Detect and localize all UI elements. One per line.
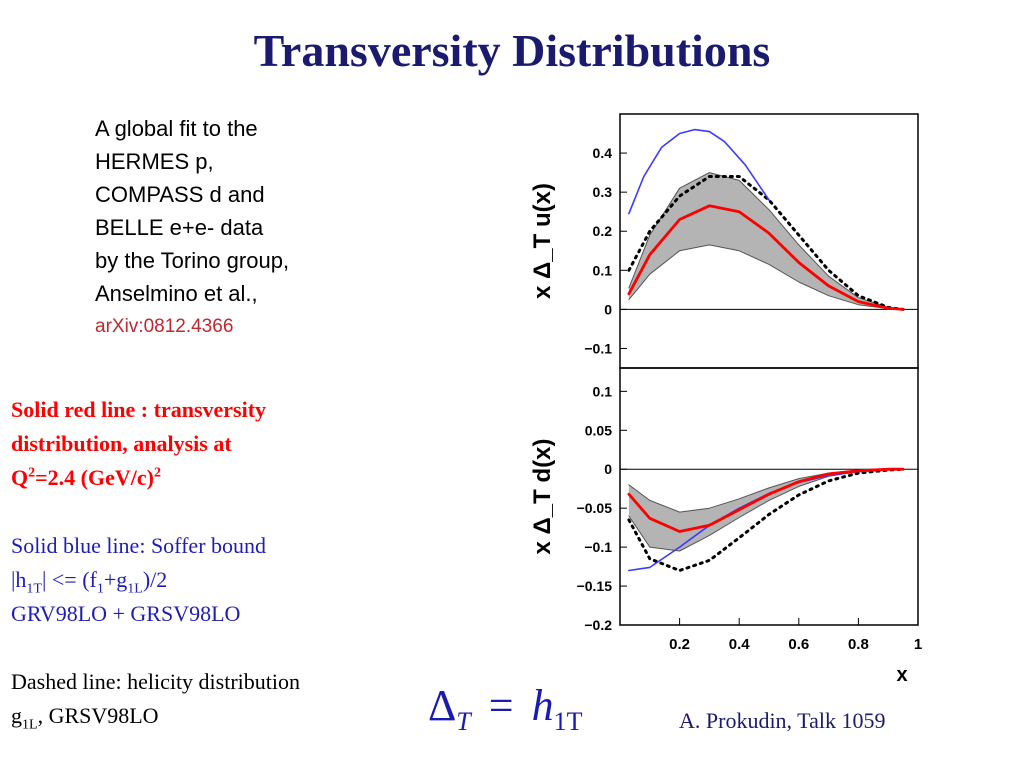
panel-frame-bottom bbox=[619, 367, 919, 626]
soffer-part: )/2 bbox=[142, 567, 168, 592]
helicity-curve-bottom bbox=[627, 467, 905, 572]
x-tick-label: 0.8 bbox=[848, 636, 869, 653]
soffer-bound-curve-top bbox=[628, 128, 770, 215]
red-line-note: Solid red line : transversity distributi… bbox=[11, 393, 411, 495]
dashed-note-line: Dashed line: helicity distribution bbox=[11, 669, 301, 694]
x-tick-label: 0.2 bbox=[669, 636, 690, 653]
transversity-curve-bottom bbox=[627, 467, 905, 533]
soffer-part: +g bbox=[103, 567, 128, 592]
y-tick-label: 0.1 bbox=[593, 262, 613, 278]
intro-line: A global fit to the bbox=[95, 116, 258, 141]
formula-eq: = bbox=[488, 681, 514, 730]
formula: ΔT = h1T bbox=[428, 680, 582, 734]
intro-line: BELLE e+e- data bbox=[95, 215, 264, 240]
blue-note-line: GRV98LO + GRSV98LO bbox=[11, 601, 241, 626]
g-rest: , GRSV98LO bbox=[37, 703, 159, 728]
red-note-line: distribution, analysis at bbox=[11, 431, 232, 456]
q-sup: 2 bbox=[28, 465, 36, 481]
y-tick-label: −0.05 bbox=[577, 500, 613, 516]
y-tick-label: 0.05 bbox=[585, 422, 612, 438]
y-tick-label: 0.2 bbox=[593, 223, 613, 239]
formula-rhs-sub: 1T bbox=[553, 706, 583, 736]
q-value: =2.4 (GeV/c) bbox=[35, 465, 154, 490]
x-axis-label: x bbox=[896, 664, 907, 686]
arxiv-reference: arXiv:0812.4366 bbox=[95, 316, 234, 337]
uncertainty-band-top bbox=[628, 172, 904, 310]
q-unit-sup: 2 bbox=[153, 465, 161, 481]
formula-lhs: Δ bbox=[428, 681, 457, 730]
soffer-part: |h bbox=[11, 567, 27, 592]
soffer-sub: 1T bbox=[26, 581, 42, 597]
dashed-note-line2: g1L, GRSV98LO bbox=[11, 699, 411, 733]
x-tick-label: 0.6 bbox=[788, 636, 809, 653]
formula-rhs: h bbox=[531, 681, 554, 730]
x-tick-label: 0.4 bbox=[729, 636, 751, 653]
red-note-q2: Q2=2.4 (GeV/c)2 bbox=[11, 461, 411, 495]
legend-notes: Solid red line : transversity distributi… bbox=[11, 393, 411, 733]
soffer-sub: 1 bbox=[96, 581, 104, 597]
y-tick-label: 0 bbox=[604, 301, 612, 317]
y-axis-label-bottom: x Δ_T d(x) bbox=[529, 439, 556, 555]
y-tick-label: 0 bbox=[604, 461, 612, 477]
y-tick-label: 0.1 bbox=[593, 383, 613, 399]
credit: A. Prokudin, Talk 1059 bbox=[679, 708, 886, 733]
q-base: Q bbox=[11, 465, 29, 490]
soffer-part: | <= (f bbox=[41, 567, 97, 592]
band-lower-curve-top bbox=[628, 244, 904, 310]
blue-note-line: Solid blue line: Soffer bound bbox=[11, 533, 267, 558]
slide-title: Transversity Distributions bbox=[253, 25, 771, 76]
y-tick-label: 0.3 bbox=[593, 184, 613, 200]
y-tick-label: −0.1 bbox=[584, 539, 612, 555]
dashed-line-note: Dashed line: helicity distribution g1L, … bbox=[11, 665, 411, 733]
intro-line: by the Torino group, bbox=[95, 248, 290, 273]
red-note-line: Solid red line : transversity bbox=[11, 397, 267, 422]
intro-line: Anselmino et al., bbox=[95, 281, 258, 306]
soffer-formula: |h1T| <= (f1+g1L)/2 bbox=[11, 563, 411, 597]
transversity-curve-top bbox=[627, 204, 905, 311]
intro-line: COMPASS d and bbox=[95, 182, 265, 207]
helicity-curve-top bbox=[627, 175, 905, 311]
x-tick-label: 1 bbox=[914, 636, 922, 653]
y-tick-label: −0.2 bbox=[584, 617, 612, 633]
soffer-sub: 1L bbox=[127, 581, 143, 597]
transversity-chart: −0.1 0 0.1 0.2 0.3 0.4 x Δ_T u(x) −0.2 −0.15 −0.1… bbox=[529, 113, 922, 686]
y-tick-label: −0.1 bbox=[584, 340, 612, 356]
uncertainty-band-bottom bbox=[628, 469, 904, 551]
blue-line-note: Solid blue line: Soffer bound |h1T| <= (… bbox=[11, 529, 411, 631]
formula-lhs-sub: T bbox=[456, 706, 471, 736]
intro-line: HERMES p, bbox=[95, 149, 214, 174]
y-axis-label-top: x Δ_T u(x) bbox=[529, 183, 556, 299]
y-tick-label: −0.15 bbox=[577, 578, 613, 594]
g-sub: 1L bbox=[22, 717, 38, 733]
g-base: g bbox=[11, 703, 22, 728]
intro-text: A global fit to the HERMES p, COMPASS d … bbox=[95, 112, 395, 343]
y-tick-label: 0.4 bbox=[593, 145, 613, 161]
